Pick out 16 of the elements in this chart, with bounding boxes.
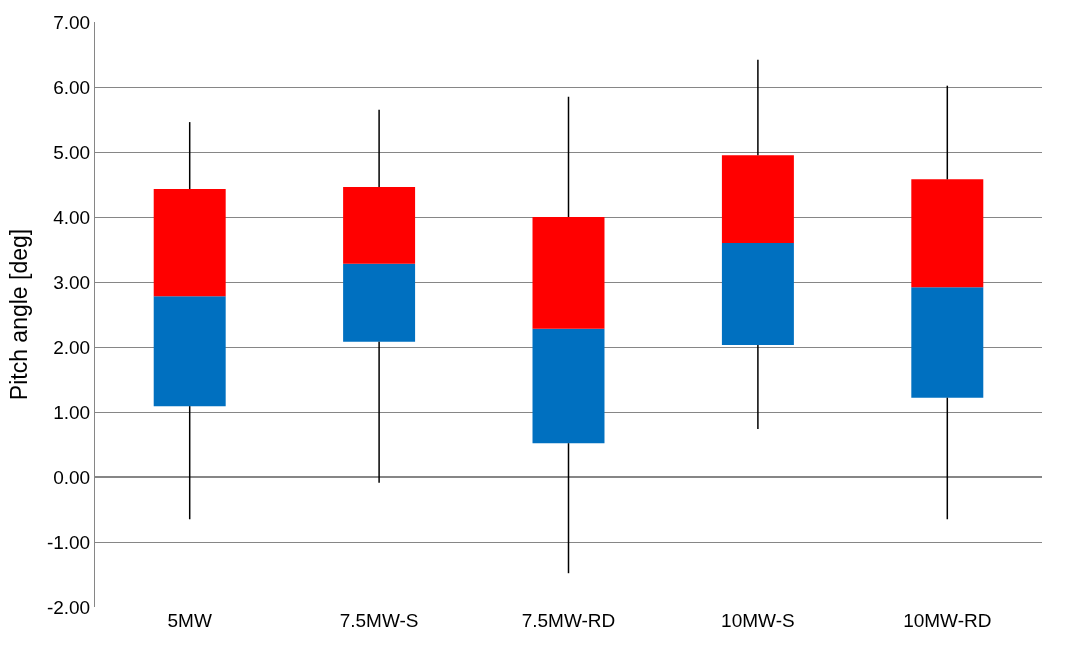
x-tick-label: 10MW-S [721,610,795,631]
y-tick-label: 0.00 [53,466,91,488]
y-tick-label: 6.00 [53,76,91,98]
x-tick-label: 5MW [167,610,212,631]
y-tick-label: 4.00 [53,206,91,228]
y-tick-label: 5.00 [53,141,91,163]
y-axis-title: Pitch angle [deg] [6,228,33,401]
x-tick-label: 10MW-RD [903,610,992,631]
y-tick-label: 3.00 [53,271,91,293]
y-tick-label: 7.00 [53,11,91,33]
y-tick-label: 2.00 [53,336,91,358]
x-tick-label: 7.5MW-S [339,610,419,631]
y-tick-label: -2.00 [46,596,91,618]
y-tick-label: -1.00 [46,531,91,553]
y-tick-label: 1.00 [53,401,91,423]
x-tick-label: 7.5MW-RD [521,610,616,631]
